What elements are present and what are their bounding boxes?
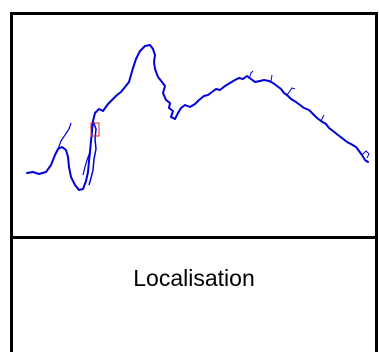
river-branch [270, 74, 273, 82]
river-branch [286, 87, 296, 96]
river-line [26, 44, 369, 191]
river-branch [82, 151, 91, 176]
river-channel [88, 120, 97, 186]
river-branch [57, 122, 72, 150]
river-branch [320, 114, 325, 122]
river-branch [248, 70, 254, 80]
caption-label: Localisation [133, 265, 255, 291]
divider [13, 236, 375, 239]
locator-marker-icon [90, 122, 100, 137]
river-branch [361, 150, 370, 159]
map-panel [13, 15, 375, 237]
map-frame: Localisation [10, 12, 378, 352]
river-map [26, 44, 370, 191]
